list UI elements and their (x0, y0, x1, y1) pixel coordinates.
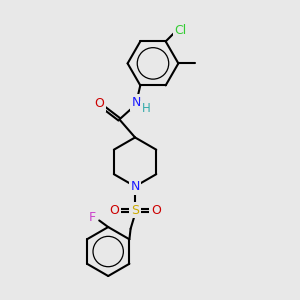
Text: O: O (151, 204, 161, 217)
Text: F: F (89, 211, 96, 224)
Text: S: S (131, 204, 139, 217)
Text: O: O (94, 97, 104, 110)
Text: H: H (142, 102, 151, 115)
Text: N: N (130, 180, 140, 193)
Text: O: O (109, 204, 119, 217)
Text: Cl: Cl (175, 24, 187, 37)
Text: N: N (132, 96, 141, 109)
